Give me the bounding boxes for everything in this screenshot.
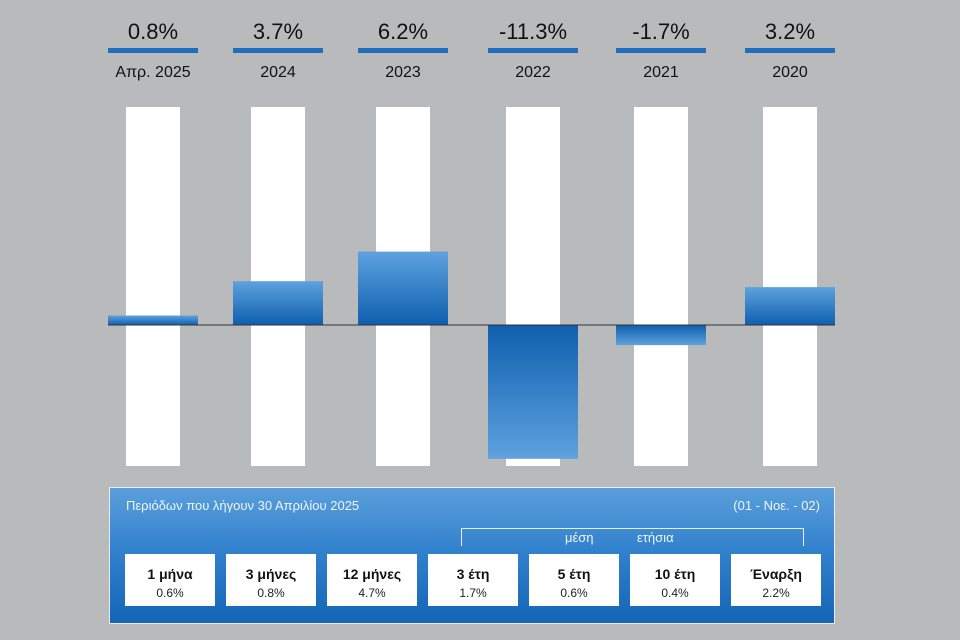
annual-label: ετήσια: [637, 530, 674, 545]
period-value: 0.8%: [257, 586, 285, 600]
period-value: 0.4%: [661, 586, 689, 600]
data-label: -1.7%: [632, 19, 689, 44]
period-returns-panel: Περιόδων που λήγουν 30 Απριλίου 2025 (01…: [109, 487, 835, 624]
returns-bar-chart: 0.8% Απρ. 2025 3.7% 2024 6.2% 2023 -11.3% 2022 -…: [108, 19, 835, 466]
bar-2021: [616, 325, 706, 346]
category-label: 2021: [643, 64, 679, 81]
period-box-1-month: 1 μήνα 0.6%: [125, 554, 215, 606]
data-label: -11.3%: [499, 19, 567, 44]
period-value: 0.6%: [560, 586, 588, 600]
panel-title: Περιόδων που λήγουν 30 Απριλίου 2025: [126, 498, 360, 513]
header-rule: [745, 48, 835, 53]
bar-2024: [233, 281, 323, 325]
bar-2022: [488, 325, 578, 459]
period-label: 3 έτη: [456, 566, 490, 582]
period-box-inception: Έναρξη 2.2%: [731, 554, 821, 606]
category-label: 2020: [772, 64, 808, 81]
period-label: 12 μήνες: [342, 566, 402, 582]
category-label: 2023: [385, 64, 421, 81]
header-rule: [108, 48, 198, 53]
average-label: μέση: [565, 530, 594, 545]
bar-track: [126, 107, 180, 466]
period-box-3-years: 3 έτη 1.7%: [428, 554, 518, 606]
category-label: Απρ. 2025: [115, 64, 190, 81]
period-box-10-years: 10 έτη 0.4%: [630, 554, 720, 606]
category-label: 2022: [515, 64, 551, 81]
period-value: 0.6%: [156, 586, 184, 600]
period-value: 1.7%: [459, 586, 487, 600]
data-label: 0.8%: [128, 19, 178, 44]
period-label: 3 μήνες: [245, 566, 297, 582]
header-rule: [616, 48, 706, 53]
period-label: 10 έτη: [654, 566, 696, 582]
bar-απρ-2025: [108, 315, 198, 325]
data-label: 3.2%: [765, 19, 815, 44]
bar-track: [763, 107, 817, 466]
data-label: 6.2%: [378, 19, 428, 44]
period-label: 5 έτη: [557, 566, 591, 582]
bar-2023: [358, 251, 448, 325]
category-label: 2024: [260, 64, 296, 81]
period-value: 2.2%: [762, 586, 790, 600]
period-value: 4.7%: [358, 586, 386, 600]
period-box-5-years: 5 έτη 0.6%: [529, 554, 619, 606]
annual-average-bracket: [461, 528, 804, 546]
header-rule: [488, 48, 578, 53]
bar-2020: [745, 287, 835, 325]
data-label: 3.7%: [253, 19, 303, 44]
period-label: 1 μήνα: [147, 566, 193, 582]
period-label: Έναρξη: [750, 566, 802, 582]
header-rule: [233, 48, 323, 53]
panel-reference: (01 - Νοε. - 02): [733, 498, 820, 513]
period-box-12-months: 12 μήνες 4.7%: [327, 554, 417, 606]
header-rule: [358, 48, 448, 53]
bar-track: [634, 107, 688, 466]
period-box-3-months: 3 μήνες 0.8%: [226, 554, 316, 606]
